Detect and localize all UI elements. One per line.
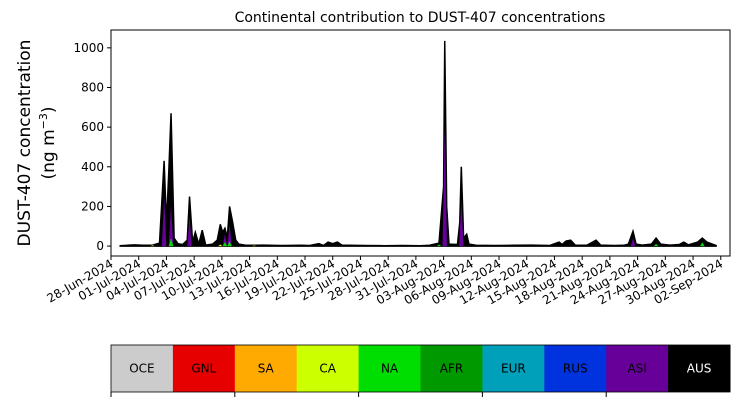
series-na-peak [222, 242, 228, 247]
legend-label-asi: ASI [627, 362, 646, 376]
y-tick-label: 0 [96, 239, 104, 253]
series-ca-peak [252, 245, 257, 247]
series-ca-peak [218, 244, 223, 247]
y-axis-label-line1: DUST-407 concentration [15, 40, 35, 247]
chart-title: Continental contribution to DUST-407 con… [235, 10, 606, 26]
legend-label-ca: CA [319, 362, 336, 376]
y-tick-label: 800 [81, 80, 104, 94]
y-axis-label-line2: (ng m−3) [37, 106, 59, 179]
series-asi-peak [187, 216, 192, 247]
legend-label-aus: AUS [687, 362, 712, 376]
axes: 0200400600800100028-Jun-202401-Jul-20240… [45, 29, 731, 307]
legend-swatch-gnl [172, 345, 236, 392]
legend-swatch-na [358, 345, 421, 392]
y-tick-label: 600 [81, 120, 104, 134]
legend-swatch-eur [482, 345, 545, 392]
series-asi-peak [168, 204, 174, 247]
legend-swatch-rus [544, 345, 607, 392]
series-na-peak [436, 244, 442, 247]
plot-area [119, 40, 717, 247]
series-asi-peak [222, 234, 228, 247]
legend-label-na: NA [381, 362, 399, 376]
series-na-peak [700, 242, 705, 247]
legend-label-rus: RUS [563, 362, 588, 376]
series-total-area [119, 40, 717, 247]
legend-swatch-asi [606, 345, 669, 392]
series-na-peak [168, 238, 174, 247]
legend-label-afr: AFR [440, 362, 463, 376]
series-ca-peak [150, 245, 155, 247]
y-axis-label: DUST-407 concentration (ng m−3) [15, 40, 59, 247]
legend-swatch-aus [668, 345, 731, 392]
legend-label-sa: SA [258, 362, 275, 376]
legend-label-eur: EUR [501, 362, 526, 376]
legend: OCE GNL SA CA NA AFR EUR RUS ASI AUS [110, 344, 731, 397]
legend-swatch-afr [420, 345, 483, 392]
y-tick-label: 400 [81, 160, 104, 174]
series-asi-peak [459, 200, 464, 247]
series-asi-peak [442, 127, 447, 247]
legend-swatch-ca [296, 345, 360, 392]
series-asi-peak [161, 196, 167, 247]
series-na-peak [227, 241, 232, 247]
series-asi-peak [630, 238, 636, 247]
y-tick-label: 200 [81, 199, 104, 213]
legend-label-oce: OCE [129, 362, 154, 376]
legend-swatch-sa [234, 345, 298, 392]
y-tick-label: 1000 [73, 41, 104, 55]
plot-frame [110, 29, 731, 257]
legend-label-gnl: GNL [191, 362, 216, 376]
series-na-peak [653, 243, 659, 247]
legend-swatch-oce [111, 345, 174, 392]
series-asi-peak [227, 224, 232, 247]
legend-frame [110, 344, 731, 393]
